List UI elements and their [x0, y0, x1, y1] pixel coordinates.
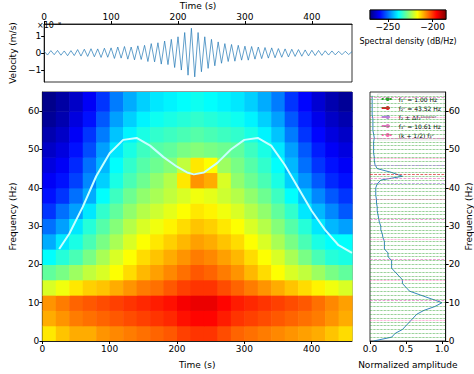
svg-text:1: 1: [35, 31, 41, 41]
svg-text:200: 200: [169, 12, 186, 22]
svg-text:1.0: 1.0: [435, 344, 450, 354]
svg-text:0: 0: [35, 48, 41, 58]
svg-text:−200: −200: [420, 22, 445, 32]
svg-text:30: 30: [449, 221, 461, 231]
svg-text:Time (s): Time (s): [179, 1, 217, 11]
svg-text:0.0: 0.0: [363, 344, 378, 354]
svg-text:f₂ᶜ = 43.52 Hz: f₂ᶜ = 43.52 Hz: [399, 105, 441, 112]
svg-text:Frequency (Hz): Frequency (Hz): [464, 183, 474, 251]
svg-text:50: 50: [449, 144, 461, 154]
svg-text:40: 40: [449, 183, 461, 193]
svg-text:f₃ᶜ = 10.61 Hz: f₃ᶜ = 10.61 Hz: [399, 123, 441, 130]
svg-text:Normalized amplitude: Normalized amplitude: [358, 360, 458, 370]
svg-text:300: 300: [236, 344, 253, 354]
svg-text:10: 10: [449, 298, 461, 308]
svg-text:100: 100: [101, 344, 118, 354]
svg-text:0: 0: [39, 344, 45, 354]
svg-text:−250: −250: [376, 22, 401, 32]
svg-text:Time (s): Time (s): [178, 360, 216, 370]
svg-text:400: 400: [303, 344, 320, 354]
svg-text:f₁ᶜ = 1.00 Hz: f₁ᶜ = 1.00 Hz: [398, 95, 438, 103]
svg-text:0: 0: [33, 336, 40, 346]
svg-text:60: 60: [28, 106, 40, 116]
svg-text:0: 0: [449, 336, 455, 346]
svg-text:0: 0: [41, 11, 47, 22]
svg-text:30: 30: [28, 221, 40, 231]
svg-text:40: 40: [28, 183, 40, 193]
svg-text:300: 300: [236, 12, 253, 22]
svg-text:×10⁻⁸: ×10⁻⁸: [37, 21, 61, 30]
svg-text:(k + 1/2) f₃ᶜ: (k + 1/2) f₃ᶜ: [399, 132, 434, 139]
svg-text:100: 100: [102, 12, 119, 22]
svg-text:Frequency (Hz): Frequency (Hz): [8, 183, 18, 251]
svg-text:20: 20: [28, 259, 40, 269]
svg-text:400: 400: [303, 12, 320, 22]
svg-text:−1: −1: [28, 65, 41, 75]
svg-text:60: 60: [449, 106, 461, 116]
svg-text:Spectral density (dB/Hz): Spectral density (dB/Hz): [359, 37, 456, 46]
svg-text:50: 50: [28, 144, 40, 154]
svg-text:20: 20: [449, 259, 461, 269]
svg-text:Velocity (m/s): Velocity (m/s): [8, 22, 18, 84]
svg-text:200: 200: [168, 344, 185, 354]
svg-text:0.5: 0.5: [399, 344, 413, 354]
svg-text:f₂ ± Δf₂ᴰᵒᵖᵖˡᵉʳ: f₂ ± Δf₂ᴰᵒᵖᵖˡᵉʳ: [398, 113, 437, 121]
svg-text:10: 10: [28, 298, 40, 308]
